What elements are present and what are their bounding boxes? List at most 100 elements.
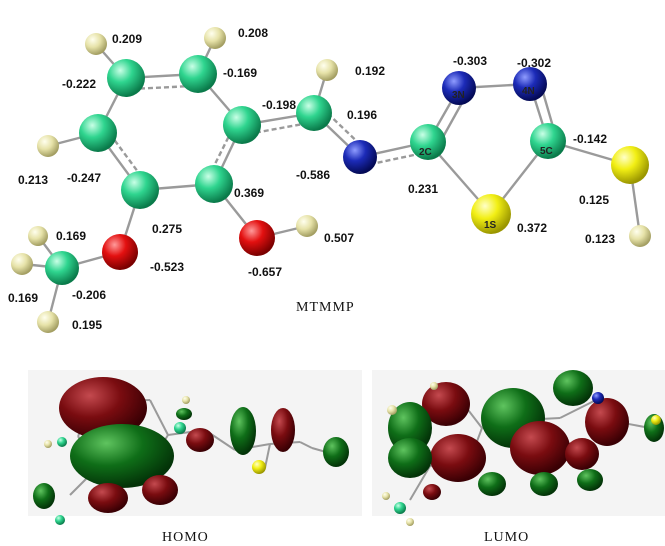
charge-c-ring-ml: -0.247: [67, 171, 101, 185]
hydrogen-atom: [85, 33, 107, 55]
charge-h-imine: 0.192: [355, 64, 385, 78]
charge-o-methoxy: -0.523: [150, 260, 184, 274]
lumo-lobe-green: [530, 472, 558, 496]
charge-o-hydroxyl: -0.657: [248, 265, 282, 279]
lumo-lobe-green: [553, 370, 593, 406]
atom-label-1s: 1S: [484, 220, 497, 231]
charge-c-ring-bl: 0.275: [152, 222, 182, 236]
atom-labels: 3N 4N 2C 5C 1S: [419, 86, 553, 231]
charge-c-ring-tl: -0.222: [62, 77, 96, 91]
nitrogen-atom: [513, 67, 547, 101]
sulfur-atom: [611, 146, 649, 184]
homo-lobe-red: [59, 377, 147, 439]
sulfur-atom: [471, 194, 511, 234]
charge-n4: -0.302: [517, 56, 551, 70]
hydrogen-atom: [387, 405, 397, 415]
carbon-atom: [55, 515, 65, 525]
molecule-caption: MTMMP: [296, 300, 355, 315]
hydrogen-atom: [37, 135, 59, 157]
charge-c-methyl: -0.206: [72, 288, 106, 302]
hydrogen-atom: [28, 226, 48, 246]
charge-c-imine: 0.196: [347, 108, 377, 122]
oxygen-atom: [239, 220, 275, 256]
hydrogen-atom: [11, 253, 33, 275]
carbon-atom: [394, 502, 406, 514]
molecule-structure: 3N 4N 2C 5C 1S 0.209 0.208 -0.222 -0.169…: [8, 26, 651, 333]
homo-lobe-red: [142, 475, 178, 505]
nitrogen-atom: [592, 392, 604, 404]
hydrogen-atom: [629, 225, 651, 247]
homo-label: HOMO: [162, 530, 209, 545]
homo-lobe-green: [230, 407, 256, 455]
hydrogen-atom: [37, 311, 59, 333]
lumo-lobe-red: [422, 382, 470, 426]
oxygen-atom: [102, 234, 138, 270]
homo-lobe-green: [323, 437, 349, 467]
charge-h-top1: 0.209: [112, 32, 142, 46]
carbon-atom: [79, 114, 117, 152]
lumo-lobe-red: [423, 484, 441, 500]
carbon-atom: [296, 95, 332, 131]
homo-lobe-red: [271, 408, 295, 452]
charge-c-ring-br: 0.369: [234, 186, 264, 200]
carbon-atom: [45, 251, 79, 285]
charge-c-ring-r: -0.198: [262, 98, 296, 112]
lumo-lobe-green: [577, 469, 603, 491]
carbon-atom: [410, 124, 446, 160]
sulfur-atom: [252, 460, 266, 474]
hydrogen-atom: [44, 440, 52, 448]
carbon-atom: [223, 106, 261, 144]
homo-lobe-red: [186, 428, 214, 452]
nitrogen-atom: [343, 140, 377, 174]
carbon-atom: [530, 123, 566, 159]
charge-h-thiol: 0.123: [585, 232, 615, 246]
charge-labels: 0.209 0.208 -0.222 -0.169 -0.247 0.213 0…: [8, 26, 615, 332]
atom-label-3n: 3N: [452, 90, 465, 101]
charge-h-me2: 0.169: [8, 291, 38, 305]
charge-c5: -0.142: [573, 132, 607, 146]
homo-panel: HOMO: [28, 370, 362, 545]
carbon-atom: [179, 55, 217, 93]
homo-lobe-green: [70, 424, 174, 488]
hydrogen-atom: [296, 215, 318, 237]
charge-h-left: 0.213: [18, 173, 48, 187]
lumo-lobe-red: [430, 434, 486, 482]
hydrogen-atom: [316, 59, 338, 81]
atoms: [11, 27, 651, 333]
atom-label-4n: 4N: [522, 86, 535, 97]
homo-lobe-red: [88, 483, 128, 513]
carbon-atom: [107, 59, 145, 97]
charge-n3: -0.303: [453, 54, 487, 68]
atom-label-2c: 2C: [419, 147, 432, 158]
lumo-label: LUMO: [484, 530, 529, 545]
lumo-panel: LUMO: [372, 370, 665, 545]
hydrogen-atom: [406, 518, 414, 526]
charge-c2: 0.231: [408, 182, 438, 196]
charge-s-thiol: 0.125: [579, 193, 609, 207]
atom-label-5c: 5C: [540, 146, 553, 157]
nitrogen-atom: [442, 71, 476, 105]
charge-s1: 0.372: [517, 221, 547, 235]
lumo-lobe-red: [510, 421, 570, 475]
hydrogen-atom: [382, 492, 390, 500]
sulfur-atom: [651, 415, 661, 425]
carbon-atom: [174, 422, 186, 434]
lumo-lobe-green: [478, 472, 506, 496]
hydrogen-atom: [430, 382, 438, 390]
homo-lobe-green: [33, 483, 55, 509]
hydrogen-atom: [204, 27, 226, 49]
carbon-atom: [121, 171, 159, 209]
homo-lobe-green: [176, 408, 192, 420]
charge-h-hydroxyl: 0.507: [324, 231, 354, 245]
carbon-atom: [195, 165, 233, 203]
charge-h-me1: 0.169: [56, 229, 86, 243]
charge-c-ring-tr: -0.169: [223, 66, 257, 80]
lumo-lobe-green: [388, 438, 432, 478]
charge-h-top2: 0.208: [238, 26, 268, 40]
lumo-lobe-red: [585, 398, 629, 446]
hydrogen-atom: [182, 396, 190, 404]
lumo-lobe-red: [565, 438, 599, 470]
carbon-atom: [57, 437, 67, 447]
